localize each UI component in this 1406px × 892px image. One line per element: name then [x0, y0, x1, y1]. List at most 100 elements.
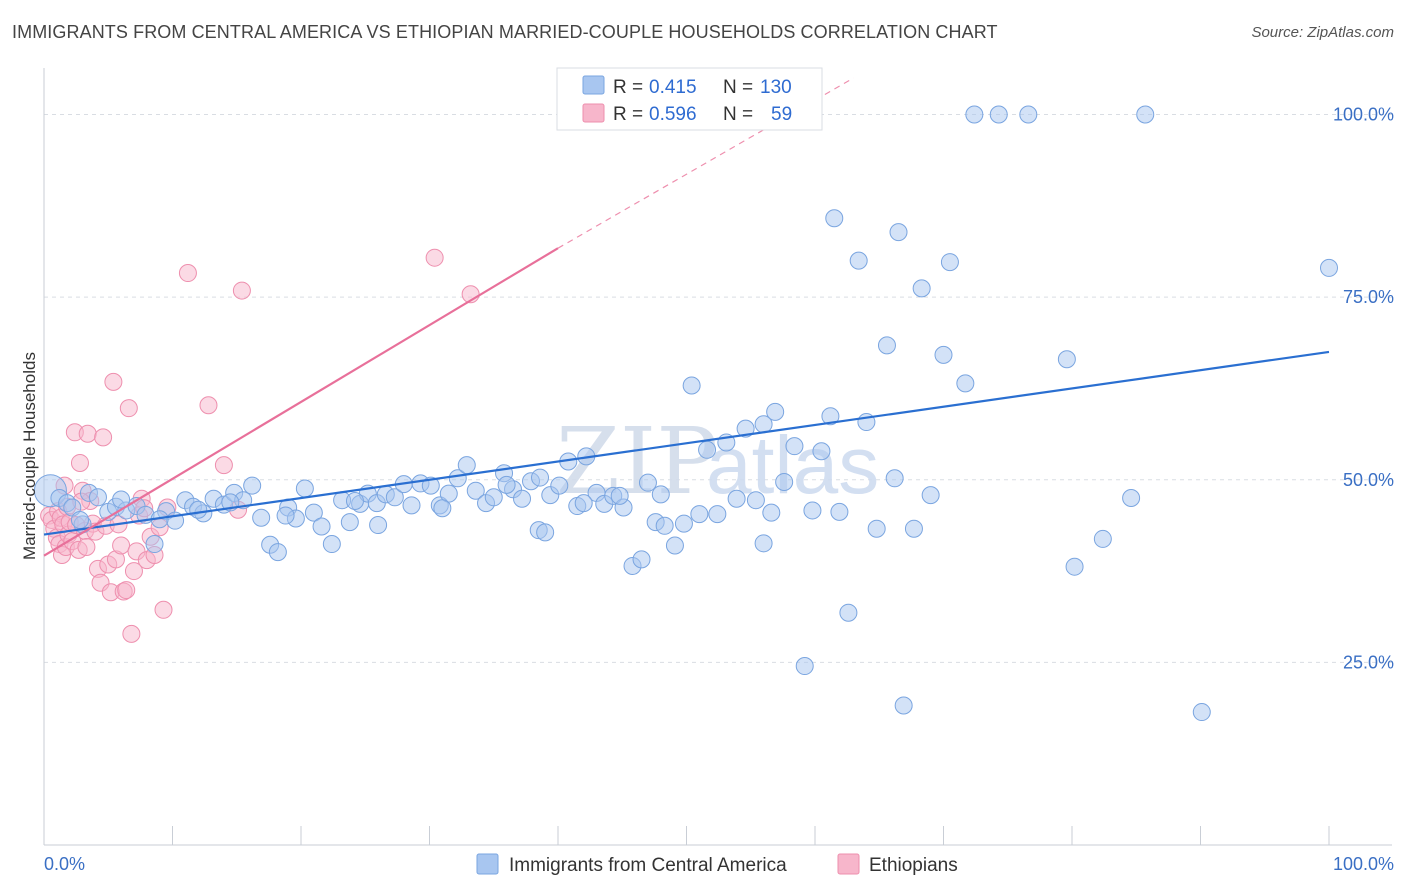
- ethiopians-point: [77, 537, 96, 556]
- central-america-point: [894, 696, 913, 715]
- stats-legend: R = 0.415 N = 130 R = 0.596 N = 59: [556, 67, 823, 131]
- central-america-point: [610, 486, 629, 505]
- central-america-point: [1136, 105, 1155, 124]
- central-america-point: [1019, 105, 1038, 124]
- ethiopians-point: [94, 428, 113, 447]
- central-america-point: [312, 517, 331, 536]
- central-america-point: [345, 491, 364, 510]
- central-america-point: [912, 279, 931, 298]
- central-america-point: [708, 505, 727, 524]
- x-tick-label-max: 100.0%: [1333, 854, 1394, 874]
- central-america-point: [304, 503, 323, 522]
- central-america-point: [112, 490, 131, 509]
- legend-n-label-2: N =: [723, 104, 753, 125]
- legend-n-value-1: 130: [760, 77, 792, 98]
- central-america-point: [885, 469, 904, 488]
- central-america-point: [754, 534, 773, 553]
- central-america-point: [243, 476, 262, 495]
- central-america-point: [698, 440, 717, 459]
- central-america-point: [466, 481, 485, 500]
- central-america-point: [904, 519, 923, 538]
- x-tick-label-min: 0.0%: [44, 854, 85, 874]
- bottom-legend-swatch-ethiopians: [837, 853, 860, 875]
- central-america-point: [762, 503, 781, 522]
- central-america-point: [295, 479, 314, 498]
- series-legend: Immigrants from Central America Ethiopia…: [476, 853, 958, 876]
- central-america-point: [369, 516, 388, 535]
- central-america-point: [421, 476, 440, 495]
- source-label: Source: ZipAtlas.com: [1251, 24, 1394, 41]
- central-america-point: [766, 402, 785, 421]
- central-america-point: [736, 419, 755, 438]
- ethiopians-point: [154, 600, 173, 619]
- y-tick-label: 50.0%: [1343, 470, 1394, 490]
- legend-swatch-central-america: [582, 75, 605, 95]
- central-america-point: [276, 506, 295, 525]
- central-america-point: [825, 209, 844, 228]
- central-america-point: [1122, 489, 1141, 508]
- legend-n-value-2: 59: [771, 104, 792, 125]
- central-america-point: [921, 486, 940, 505]
- legend-n-label-1: N =: [723, 77, 753, 98]
- central-america-point: [795, 657, 814, 676]
- central-america-point: [531, 468, 550, 487]
- central-america-points: [33, 105, 1338, 722]
- central-america-point: [484, 488, 503, 507]
- central-america-point: [457, 456, 476, 475]
- x-ticks: [43, 826, 1330, 845]
- y-tick-label: 75.0%: [1343, 287, 1394, 307]
- central-america-point: [674, 514, 693, 533]
- central-america-point: [821, 407, 840, 426]
- central-america-point: [785, 437, 804, 456]
- central-america-point: [690, 505, 709, 524]
- central-america-point: [956, 374, 975, 393]
- central-america-point: [638, 473, 657, 492]
- central-america-point: [322, 535, 341, 554]
- central-america-point: [1057, 350, 1076, 369]
- ethiopians-trend-extension: [557, 77, 854, 249]
- bottom-legend-label-ethiopians: Ethiopians: [869, 855, 958, 876]
- trend-lines: [43, 77, 1330, 557]
- central-america-point: [665, 536, 684, 555]
- legend-swatch-ethiopians: [582, 103, 605, 123]
- central-america-point: [1093, 529, 1112, 548]
- central-america-point: [497, 475, 516, 494]
- ethiopians-point: [232, 281, 251, 300]
- central-america-point: [651, 485, 670, 504]
- central-america-point: [655, 516, 674, 535]
- ethiopians-point: [119, 399, 138, 418]
- ethiopians-point: [78, 424, 97, 443]
- legend-r-value-2: 0.596: [649, 104, 697, 125]
- ethiopians-point: [124, 562, 143, 581]
- central-america-point: [513, 489, 532, 508]
- ethiopians-point: [214, 456, 233, 475]
- central-america-point: [536, 523, 555, 542]
- central-america-point: [830, 502, 849, 521]
- central-america-point: [402, 496, 421, 515]
- y-axis-title: Married-couple Households: [20, 352, 39, 560]
- legend-r-label-2: R =: [613, 104, 643, 125]
- legend-r-value-1: 0.415: [649, 77, 697, 98]
- ethiopians-points: [40, 248, 480, 643]
- ethiopians-point: [70, 453, 89, 472]
- central-america-point: [385, 488, 404, 507]
- bottom-legend-swatch-central-america: [476, 853, 499, 875]
- central-america-point: [727, 489, 746, 508]
- central-america-point: [867, 519, 886, 538]
- y-tick-label: 100.0%: [1333, 105, 1394, 125]
- bottom-legend-label-central-america: Immigrants from Central America: [509, 855, 787, 876]
- axes: [43, 68, 1392, 846]
- central-america-point: [965, 105, 984, 124]
- central-america-point: [812, 442, 831, 461]
- central-america-point: [550, 476, 569, 495]
- central-america-point: [849, 251, 868, 270]
- central-america-point: [574, 494, 593, 513]
- central-america-point: [189, 500, 208, 519]
- y-tick-labels: 25.0% 50.0% 75.0% 100.0%: [1333, 105, 1394, 673]
- central-america-point: [934, 345, 953, 364]
- ethiopians-point: [199, 396, 218, 415]
- central-america-point: [145, 535, 164, 554]
- ethiopians-point: [104, 372, 123, 391]
- central-america-point: [839, 603, 858, 622]
- central-america-point: [1192, 703, 1211, 722]
